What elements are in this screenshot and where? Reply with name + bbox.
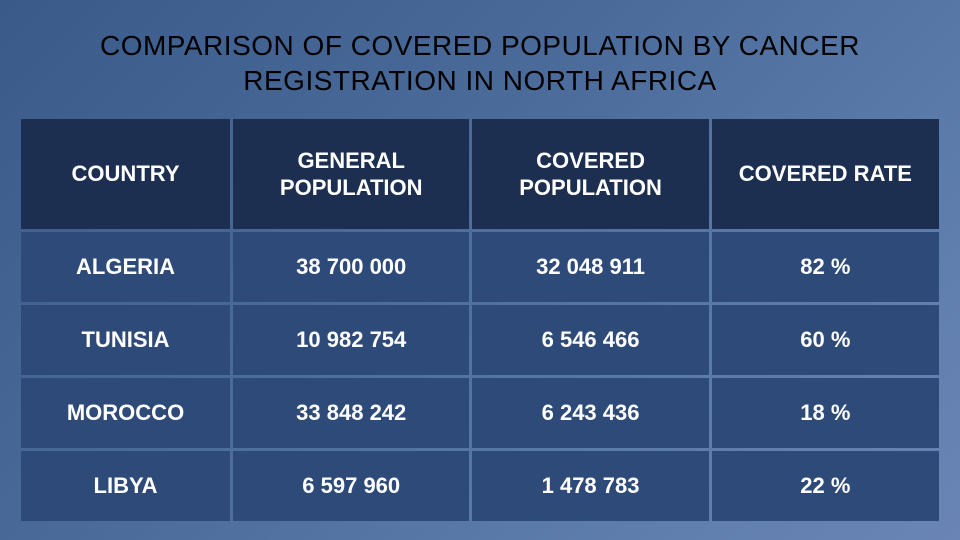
population-table: COUNTRY GENERAL POPULATION COVERED POPUL… xyxy=(18,116,942,524)
table-row: TUNISIA 10 982 754 6 546 466 60 % xyxy=(21,305,939,375)
cell-general: 33 848 242 xyxy=(233,378,469,448)
cell-covered: 6 243 436 xyxy=(472,378,708,448)
cell-general: 38 700 000 xyxy=(233,232,469,302)
cell-country: TUNISIA xyxy=(21,305,230,375)
cell-rate: 22 % xyxy=(712,451,939,521)
cell-general: 10 982 754 xyxy=(233,305,469,375)
col-header-country: COUNTRY xyxy=(21,119,230,229)
cell-covered: 6 546 466 xyxy=(472,305,708,375)
table-row: MOROCCO 33 848 242 6 243 436 18 % xyxy=(21,378,939,448)
cell-country: LIBYA xyxy=(21,451,230,521)
cell-rate: 82 % xyxy=(712,232,939,302)
cell-country: MOROCCO xyxy=(21,378,230,448)
cell-country: ALGERIA xyxy=(21,232,230,302)
table-row: LIBYA 6 597 960 1 478 783 22 % xyxy=(21,451,939,521)
col-header-covered-rate: COVERED RATE xyxy=(712,119,939,229)
slide-title: COMPARISON OF COVERED POPULATION BY CANC… xyxy=(0,0,960,106)
title-line-2: REGISTRATION IN NORTH AFRICA xyxy=(243,65,716,96)
col-header-general-population: GENERAL POPULATION xyxy=(233,119,469,229)
cell-rate: 18 % xyxy=(712,378,939,448)
cell-rate: 60 % xyxy=(712,305,939,375)
table-header-row: COUNTRY GENERAL POPULATION COVERED POPUL… xyxy=(21,119,939,229)
title-line-1: COMPARISON OF COVERED POPULATION BY CANC… xyxy=(100,30,860,61)
table-container: COUNTRY GENERAL POPULATION COVERED POPUL… xyxy=(0,106,960,524)
cell-covered: 32 048 911 xyxy=(472,232,708,302)
table-row: ALGERIA 38 700 000 32 048 911 82 % xyxy=(21,232,939,302)
col-header-covered-population: COVERED POPULATION xyxy=(472,119,708,229)
cell-general: 6 597 960 xyxy=(233,451,469,521)
cell-covered: 1 478 783 xyxy=(472,451,708,521)
